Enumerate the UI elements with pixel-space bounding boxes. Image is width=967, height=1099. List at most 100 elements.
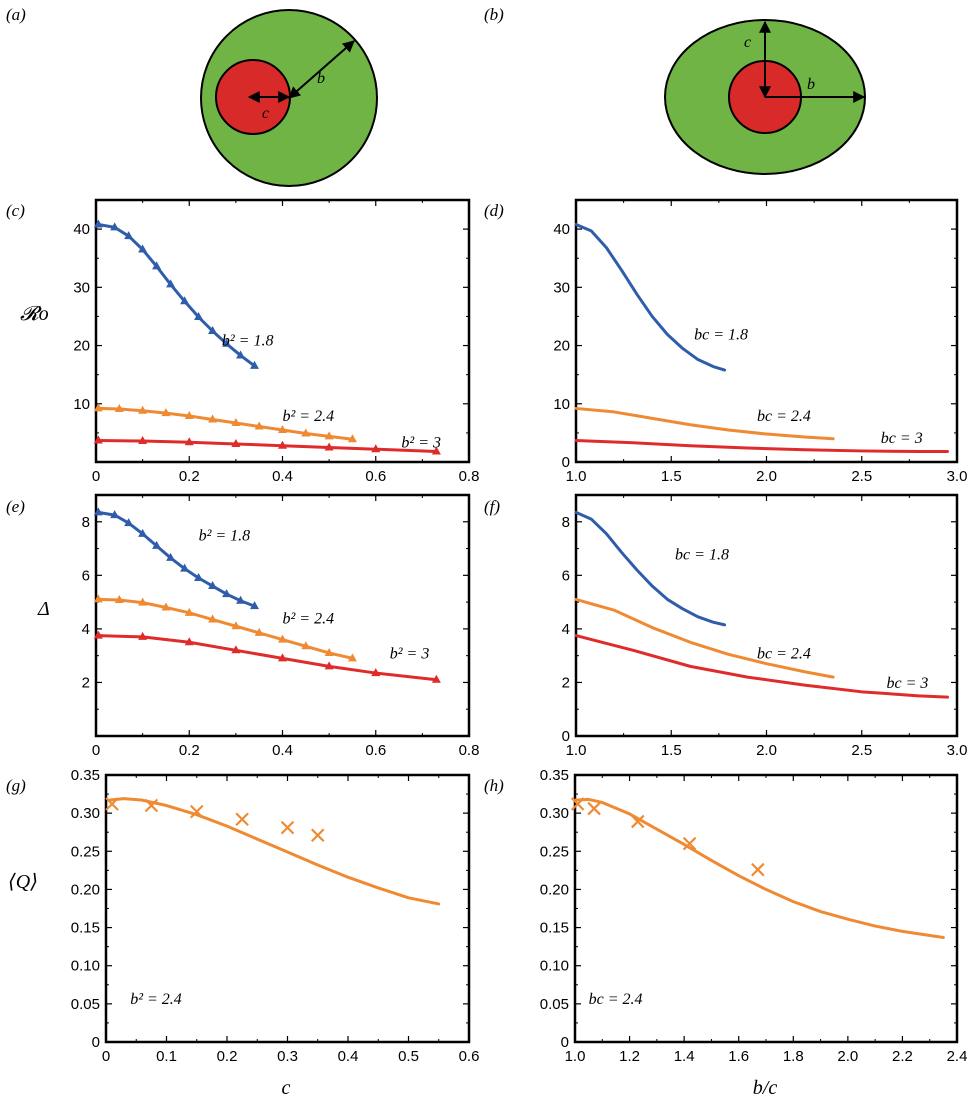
data-point-e-1 [254, 627, 264, 636]
x-tick-label-g: 0.5 [398, 1048, 419, 1065]
data-point-e-0 [180, 563, 190, 572]
cross-marker-g [105, 797, 119, 811]
y-tick-label-e: 8 [82, 514, 90, 531]
data-point-e-0 [138, 528, 148, 537]
panel-note-g: b² = 2.4 [130, 991, 182, 1008]
data-point-c-0 [152, 261, 162, 270]
series-line-d-2 [574, 438, 949, 454]
data-point-e-1 [114, 594, 124, 603]
x-tick-label-d: 1.5 [661, 468, 682, 485]
plot-frame-f [574, 493, 959, 738]
series-label-f-1: bc = 2.4 [757, 645, 811, 662]
x-tick-label-c: 0.8 [459, 468, 480, 485]
series-label-e-0: b² = 1.8 [199, 528, 251, 545]
x-tick-label-e: 0.8 [459, 742, 480, 759]
data-point-c-1 [254, 421, 264, 430]
data-point-c-1 [347, 434, 357, 443]
data-point-e-1 [347, 653, 357, 662]
schematic-b: (b) c b [484, 5, 866, 175]
data-point-c-2 [138, 436, 148, 445]
y-tick-label-c: 30 [73, 279, 90, 296]
x-tick-label-f: 2.5 [851, 742, 872, 759]
y-tick-label-f: 2 [562, 674, 570, 691]
data-point-e-2 [231, 645, 241, 654]
y-tick-label-e: 6 [82, 567, 90, 584]
y-axis-label-g: ⟨Q⟩ [8, 871, 38, 893]
panel-label-h: (h) [484, 776, 504, 795]
x-tick-label-e: 0.6 [365, 742, 386, 759]
panel-label-a: (a) [6, 5, 26, 24]
y-tick-label-g: 0.20 [71, 881, 100, 898]
x-tick-label-g: 0 [102, 1048, 110, 1065]
data-point-c-0 [194, 312, 204, 321]
chart-h: (h) 1.0 1.2 1.4 1.6 1.8 2.0 2.2 2.4 0 0.05 0.10 0.15… [484, 767, 967, 1099]
y-tick-label-h: 0.25 [540, 843, 569, 860]
label-b-b: b [807, 76, 815, 93]
series-line-e-1 [96, 597, 354, 660]
y-tick-label-h: 0.15 [540, 920, 569, 937]
data-point-e-1 [161, 602, 171, 611]
x-tick-label-e: 0 [92, 742, 100, 759]
series-line-e-0 [96, 510, 257, 608]
data-point-e-0 [250, 601, 260, 610]
x-tick-label-c: 0.4 [272, 468, 293, 485]
y-tick-label-c: 20 [73, 338, 90, 355]
series-line-h-0 [573, 797, 945, 939]
data-point-e-0 [208, 581, 218, 590]
x-tick-label-f: 3.0 [947, 742, 967, 759]
cross-marker-g [310, 828, 325, 843]
y-tick-label-g: 0.30 [71, 805, 100, 822]
y-tick-label-g: 0 [92, 1034, 100, 1051]
y-tick-label-h: 0.30 [540, 805, 569, 822]
y-tick-label-h: 0.20 [540, 881, 569, 898]
y-axis-label-e: Δ [37, 598, 50, 620]
x-tick-label-c: 0.6 [365, 468, 386, 485]
data-point-e-0 [93, 507, 103, 516]
data-point-e-2 [184, 637, 194, 646]
series-label-d-0: bc = 1.8 [694, 327, 748, 344]
x-tick-label-d: 3.0 [947, 468, 967, 485]
series-label-c-1: b² = 2.4 [283, 408, 335, 425]
data-point-e-1 [208, 614, 218, 623]
x-tick-label-g: 0.4 [338, 1048, 359, 1065]
data-point-c-1 [161, 408, 171, 417]
x-tick-label-e: 0.4 [272, 742, 293, 759]
data-point-e-1 [93, 594, 103, 603]
x-tick-label-f: 2.0 [756, 742, 777, 759]
data-point-c-1 [138, 405, 148, 414]
panel-label-f: (f) [484, 497, 500, 516]
x-tick-label-g: 0.3 [277, 1048, 298, 1065]
label-c-b: c [744, 34, 751, 51]
data-point-c-1 [114, 404, 124, 413]
panel-label-d: (d) [484, 201, 504, 220]
x-tick-label-h: 2.4 [947, 1048, 967, 1065]
y-tick-label-g: 0.15 [71, 920, 100, 937]
data-point-c-0 [138, 244, 148, 253]
data-point-e-1 [278, 634, 287, 643]
y-tick-label-h: 0.35 [540, 767, 569, 784]
x-tick-label-g: 0.1 [156, 1048, 177, 1065]
chart-g: (g) 0 0.1 0.2 0.3 0.4 0.5 0.6 0 0.05 0.10 0.15 0.20 0… [6, 767, 479, 1099]
data-point-c-0 [180, 296, 190, 305]
data-point-c-0 [250, 360, 260, 369]
cross-marker-h [587, 801, 601, 816]
series-line-c-2 [96, 438, 438, 454]
data-point-e-1 [324, 647, 334, 656]
chart-f: (f) 1.0 1.5 2.0 2.5 3.0 0 2 4 6 8 bc = 1.8 bc = 2.4 b… [484, 493, 967, 759]
series-label-c-2: b² = 3 [401, 434, 441, 451]
x-tick-label-d: 2.5 [851, 468, 872, 485]
data-point-c-0 [236, 350, 246, 359]
series-line-f-1 [574, 597, 835, 679]
y-tick-label-d: 30 [553, 279, 570, 296]
chart-c: (c) 0 0.2 0.4 0.6 0.8 10 20 30 40 𝓡o b² = 1.8 b² = 2… [6, 198, 480, 485]
series-line-e-2 [96, 634, 438, 682]
x-axis-label-g: c [282, 1077, 291, 1099]
x-tick-label-e: 0.2 [179, 742, 200, 759]
data-point-e-0 [222, 589, 232, 598]
x-tick-label-d: 1.0 [566, 468, 587, 485]
series-line-c-1 [96, 406, 354, 441]
y-tick-label-f: 8 [562, 514, 570, 531]
x-tick-label-h: 2.0 [837, 1048, 858, 1065]
y-tick-label-d: 0 [562, 454, 570, 471]
